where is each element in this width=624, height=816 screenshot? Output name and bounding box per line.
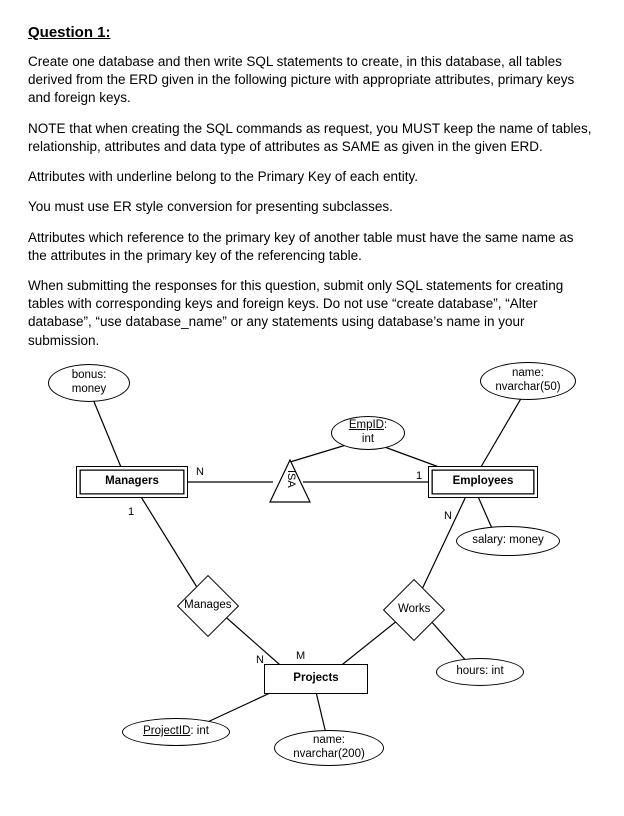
attr-salary: salary: money	[456, 526, 560, 556]
attr-projectid-label: ProjectID	[143, 725, 190, 737]
rel-isa: ISA	[285, 470, 297, 488]
attr-hours: hours: int	[436, 658, 524, 686]
entity-managers: Managers	[76, 466, 188, 498]
card-mgr-isa: N	[196, 466, 204, 478]
attr-empid: EmpID: int	[331, 416, 405, 450]
attr-empid-label: EmpID	[349, 419, 384, 431]
para-2: NOTE that when creating the SQL commands…	[28, 120, 596, 156]
para-3: Attributes with underline belong to the …	[28, 168, 596, 186]
erd-diagram: bonus: money name: nvarchar(50) EmpID: i…	[28, 362, 596, 792]
card-mgr-manages: 1	[128, 506, 134, 518]
card-proj-manages-m: M	[296, 650, 305, 662]
attr-proj-name: name: nvarchar(200)	[274, 730, 384, 766]
question-heading: Question 1:	[28, 24, 596, 41]
para-5: Attributes which reference to the primar…	[28, 229, 596, 265]
card-proj-manages-n: N	[256, 654, 264, 666]
attr-projectid-type: : int	[190, 725, 209, 737]
card-emp-works: N	[444, 510, 452, 522]
para-6: When submitting the responses for this q…	[28, 277, 596, 350]
erd-connectors	[28, 362, 596, 792]
attr-emp-name: name: nvarchar(50)	[480, 362, 576, 400]
entity-employees: Employees	[428, 466, 538, 498]
para-1: Create one database and then write SQL s…	[28, 53, 596, 108]
entity-projects: Projects	[264, 664, 368, 694]
attr-bonus: bonus: money	[48, 364, 130, 402]
attr-projectid: ProjectID: int	[122, 718, 230, 746]
card-emp-isa: 1	[416, 470, 422, 482]
para-4: You must use ER style conversion for pre…	[28, 198, 596, 216]
